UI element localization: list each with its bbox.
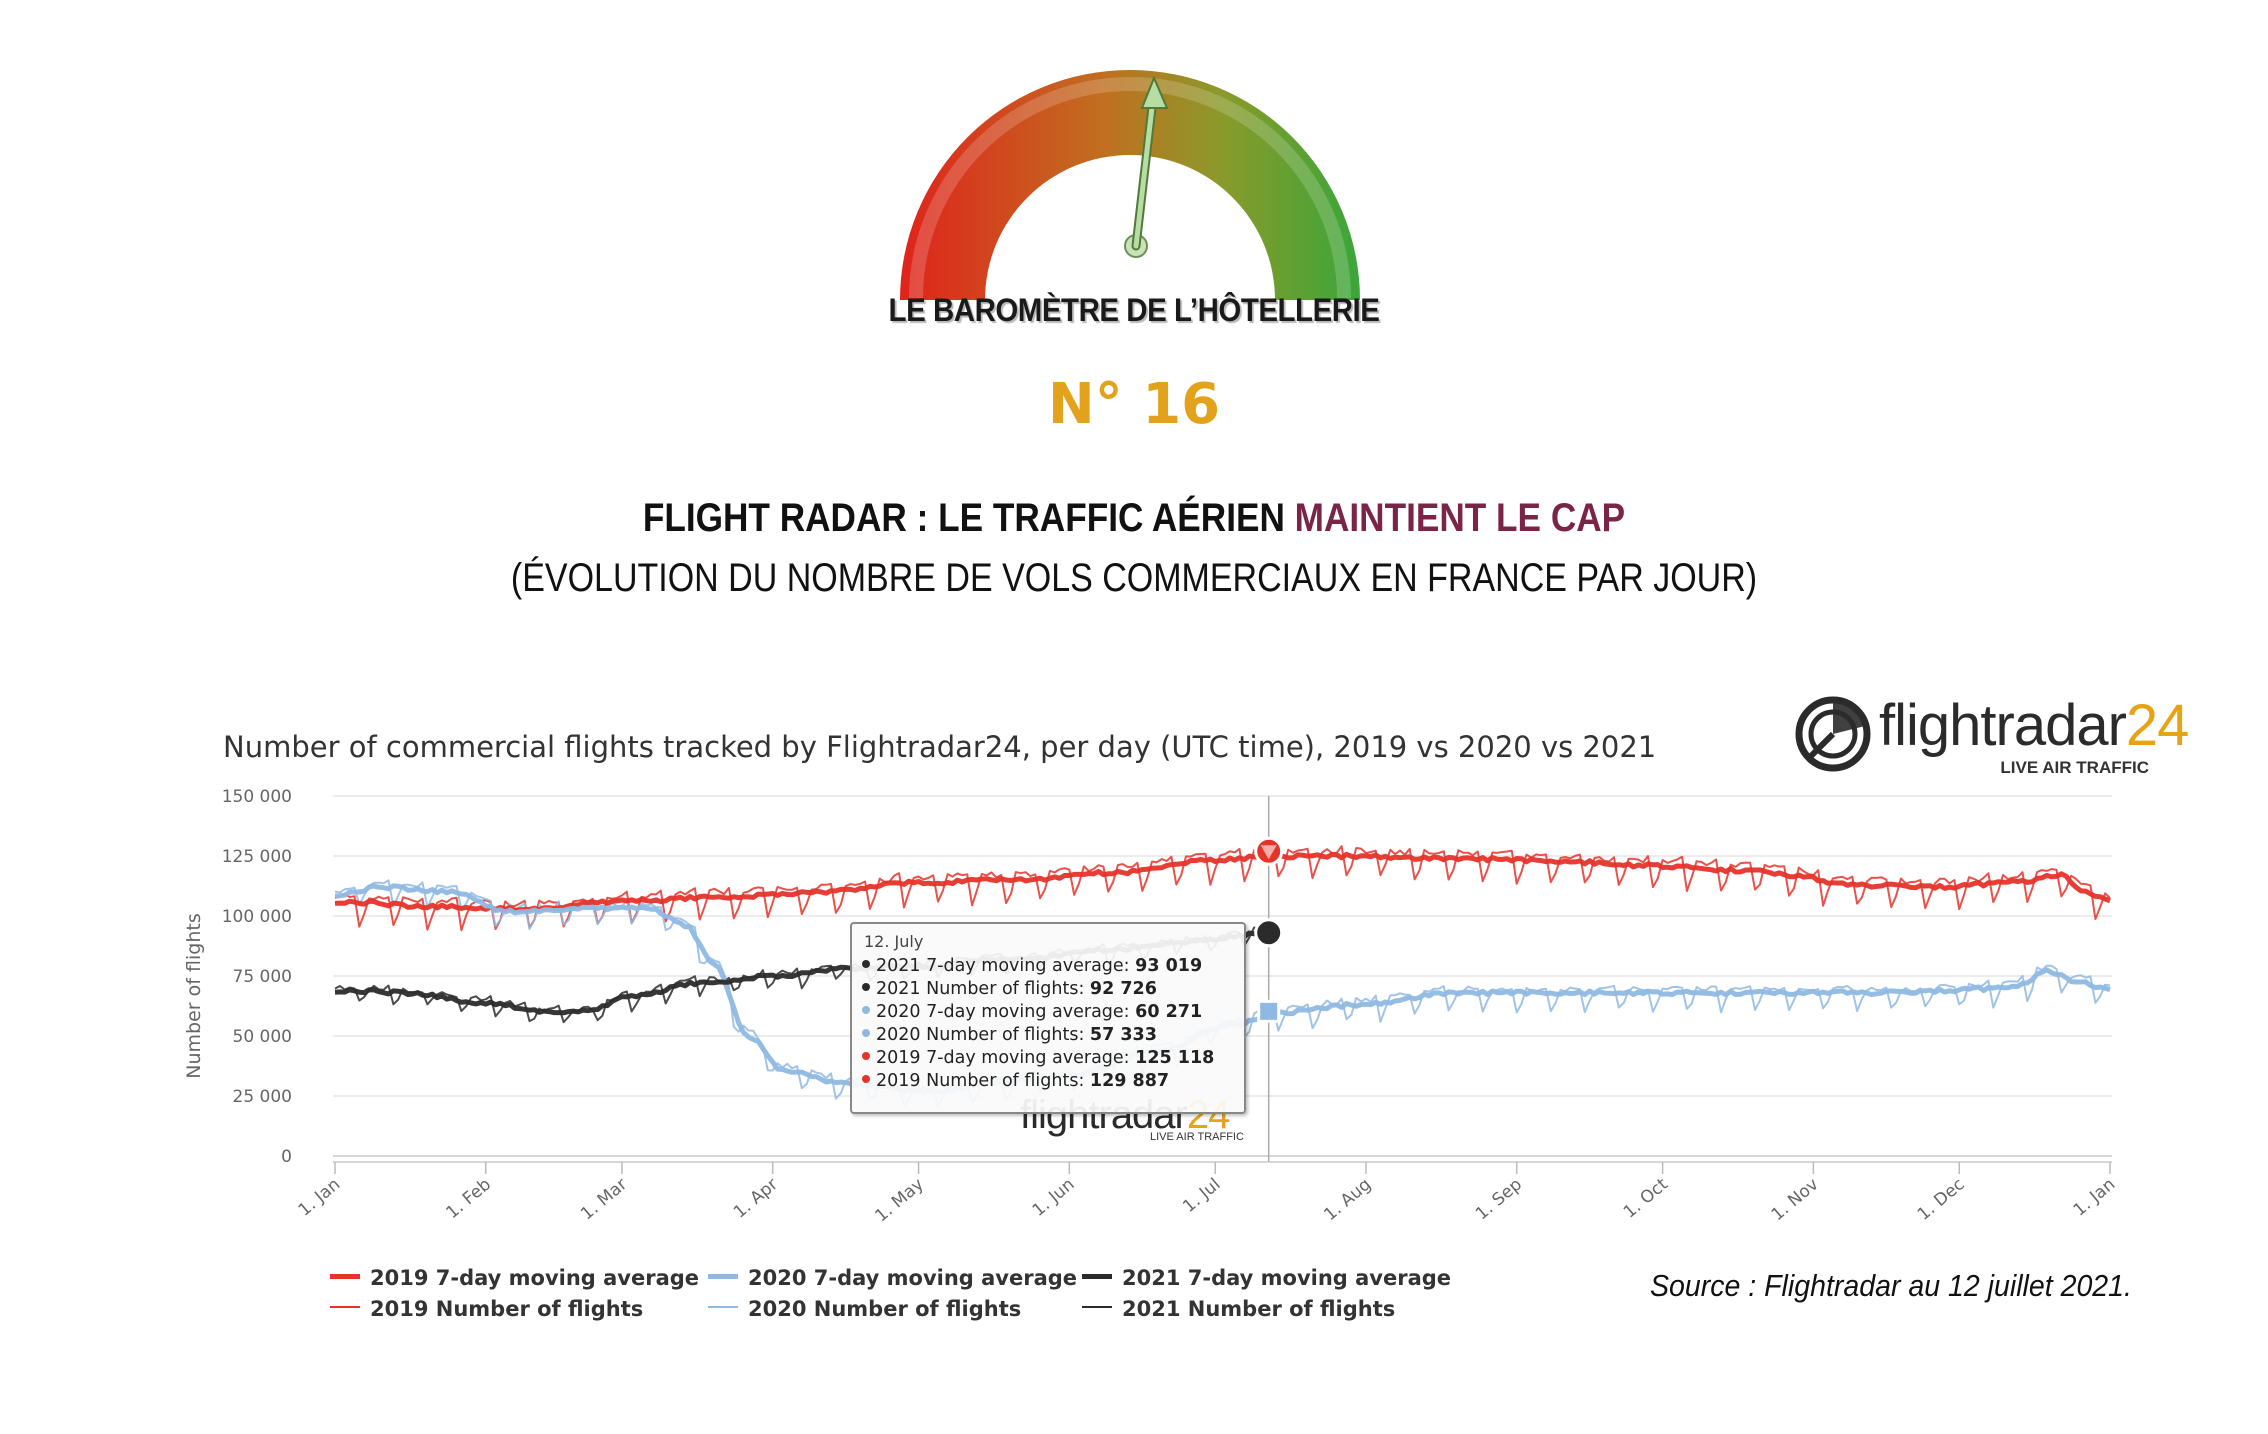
- tooltip-row: 2021 7-day moving average: 93 019: [862, 956, 1202, 976]
- x-tick-label: 1. Oct: [1620, 1174, 1672, 1222]
- x-tick-label: 1. Jun: [1029, 1175, 1079, 1221]
- legend-item[interactable]: 2019 Number of flights: [330, 1297, 643, 1321]
- chart-title: Number of commercial flights tracked by …: [223, 730, 1657, 764]
- tooltip-row: 2020 7-day moving average: 60 271: [862, 1002, 1202, 1022]
- flightradar-wordmark: flightradar24: [1879, 693, 2189, 758]
- legend-item[interactable]: 2020 Number of flights: [708, 1297, 1021, 1321]
- legend-item[interactable]: 2019 7-day moving average: [330, 1266, 699, 1290]
- x-tick-label: 1. Nov: [1768, 1175, 1823, 1226]
- data-marker: [1257, 999, 1281, 1023]
- tooltip-row: 2021 Number of flights: 92 726: [862, 979, 1157, 999]
- tooltip-row: 2019 Number of flights: 129 887: [862, 1071, 1169, 1091]
- data-marker: [1254, 918, 1284, 948]
- headline: FLIGHT RADAR : LE TRAFFIC AÉRIEN MAINTIE…: [136, 496, 2132, 541]
- x-tick-label: 1. Mar: [577, 1175, 631, 1225]
- data-marker: [1260, 845, 1277, 860]
- x-tick-label: 1. Aug: [1320, 1175, 1375, 1226]
- x-tick-label: 1. Dec: [1914, 1175, 1969, 1225]
- tooltip-row: 2020 Number of flights: 57 333: [862, 1025, 1157, 1045]
- tooltip-date: 12. July: [864, 932, 924, 951]
- legend-item[interactable]: 2021 Number of flights: [1082, 1297, 1395, 1321]
- x-tick-label: 1. Jan: [295, 1175, 345, 1221]
- legend-item[interactable]: 2021 7-day moving average: [1082, 1266, 1451, 1290]
- x-tick-label: 1. Apr: [730, 1175, 782, 1223]
- x-tick-label: 1. Jan: [2070, 1175, 2120, 1221]
- legend-item[interactable]: 2020 7-day moving average: [708, 1266, 1077, 1290]
- tooltip-row: 2019 7-day moving average: 125 118: [862, 1048, 1214, 1068]
- x-tick-label: 1. Feb: [442, 1175, 494, 1224]
- watermark-tagline: LIVE AIR TRAFFIC: [1150, 1131, 1244, 1143]
- x-tick-label: 1. May: [871, 1175, 927, 1227]
- headline-main: FLIGHT RADAR : LE TRAFFIC AÉRIEN: [642, 496, 1295, 540]
- barometre-title: LE BAROMÈTRE DE L’HÔTELLERIE: [888, 292, 1380, 328]
- gauge-icon: [900, 70, 1360, 300]
- y-tick-label: 50 000: [233, 1027, 292, 1047]
- y-tick-label: 125 000: [222, 847, 292, 867]
- flightradar-logo: flightradar24 LIVE AIR TRAFFIC: [1795, 692, 2189, 782]
- headline-accent: MAINTIENT LE CAP: [1294, 496, 1626, 540]
- y-tick-label: 100 000: [222, 907, 292, 927]
- series-line: [334, 844, 2111, 932]
- data-marker: [1254, 836, 1284, 866]
- flightradar-tagline: LIVE AIR TRAFFIC: [2000, 758, 2149, 777]
- y-tick-label: 25 000: [233, 1087, 292, 1107]
- chart-tooltip: 12. July 2021 7-day moving average: 93 0…: [850, 922, 1246, 1114]
- series-line: [334, 851, 2111, 913]
- y-tick-label: 0: [281, 1147, 292, 1167]
- source-note: Source : Flightradar au 12 juillet 2021.: [1650, 1268, 2132, 1303]
- y-axis-label: Number of flights: [183, 913, 205, 1078]
- y-tick-label: 150 000: [222, 787, 292, 807]
- x-tick-label: 1. Sep: [1472, 1175, 1526, 1225]
- issue-number: N° 16: [1047, 372, 1221, 437]
- radar-icon: [1795, 696, 1871, 772]
- subheadline: (ÉVOLUTION DU NOMBRE DE VOLS COMMERCIAUX…: [510, 556, 1758, 600]
- x-tick-label: 1. Jul: [1179, 1175, 1224, 1217]
- y-tick-label: 75 000: [233, 967, 292, 987]
